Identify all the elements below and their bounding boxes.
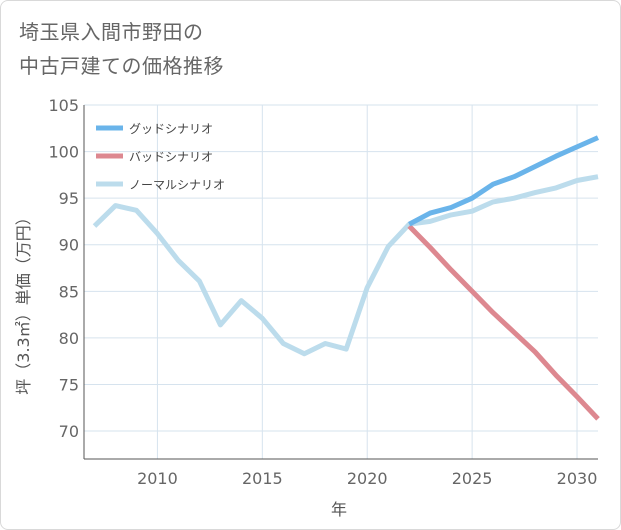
y-tick-label: 105: [48, 96, 79, 115]
chart-title-line-2: 中古戸建ての価格推移: [19, 54, 224, 78]
x-tick-label: 2020: [347, 469, 388, 488]
x-tick-label: 2030: [557, 469, 598, 488]
x-tick-label: 2010: [137, 469, 178, 488]
x-tick-label: 2015: [242, 469, 283, 488]
x-axis-title: 年: [331, 500, 347, 519]
chart-title-line-1: 埼玉県入間市野田の: [19, 20, 204, 44]
legend-label: ノーマルシナリオ: [129, 178, 225, 192]
series-line: [92, 174, 599, 357]
y-tick-label: 95: [59, 189, 79, 208]
y-tick-label: 80: [59, 329, 79, 348]
chart-title: 埼玉県入間市野田の 中古戸建ての価格推移: [19, 15, 224, 83]
y-tick-label: 75: [59, 375, 79, 394]
legend-label: バッドシナリオ: [129, 150, 213, 164]
y-tick-label: 100: [48, 143, 79, 162]
x-tick-label: 2025: [452, 469, 493, 488]
y-tick-label: 85: [59, 282, 79, 301]
y-axis-title: 坪（3.3㎡）単価（万円）: [14, 209, 33, 394]
series-line: [407, 224, 600, 421]
series-line: [408, 135, 600, 227]
y-tick-label: 70: [59, 422, 79, 441]
legend-label: グッドシナリオ: [129, 122, 213, 136]
y-tick-label: 90: [59, 236, 79, 255]
